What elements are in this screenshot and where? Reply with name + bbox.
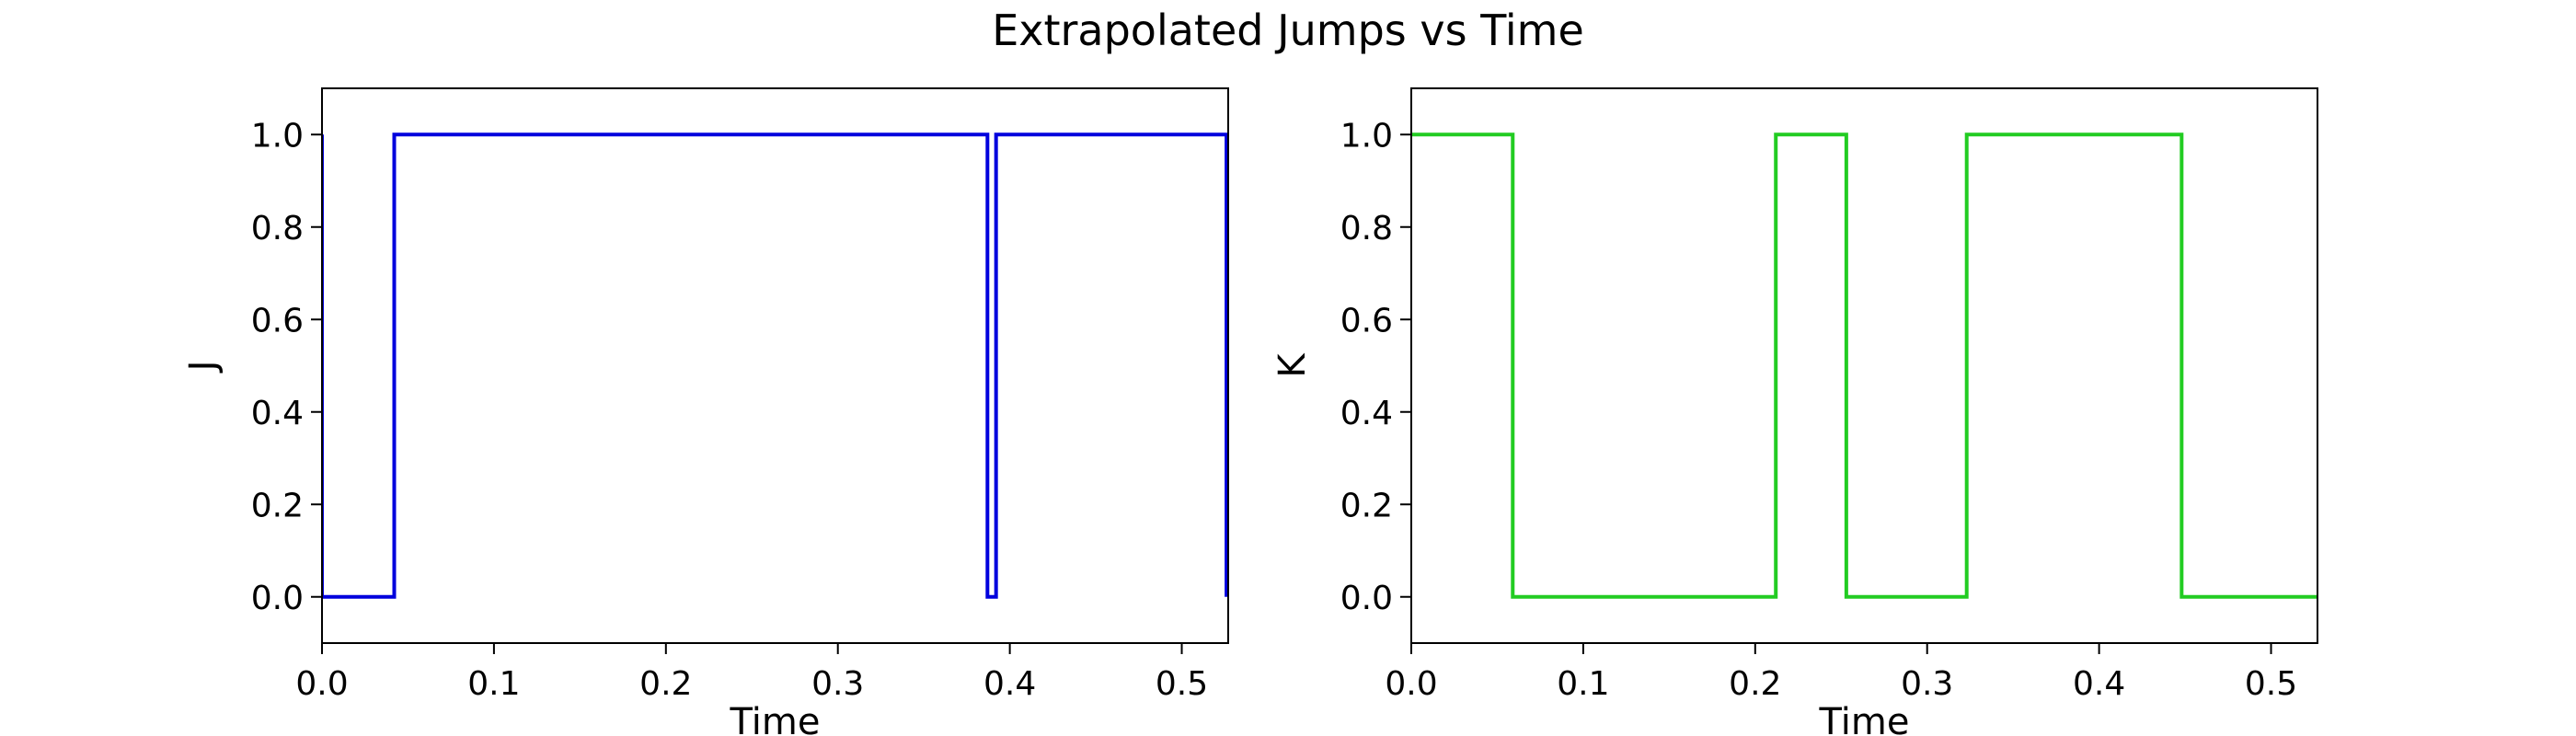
y-tick-label: 0.4 [1340,395,1393,432]
x-axis-label: Time [1819,701,1910,736]
y-tick-label: 0.2 [251,487,304,524]
x-tick-label: 0.1 [467,665,520,703]
y-tick-label: 0.8 [251,210,304,247]
figure-title: Extrapolated Jumps vs Time [992,6,1584,55]
x-tick-label: 0.4 [2073,665,2125,703]
chart-panel-2: 0.0 0.1 0.2 0.3 0.4 0.5 0.0 0.2 0.4 0.6 0.8 1.0 Time… [1271,87,2318,736]
x-tick-label: 0.5 [2245,665,2297,703]
axes-frame [1410,87,2318,644]
y-tick-label: 0.0 [1340,580,1393,617]
series-line-2-1 [1411,132,2317,599]
x-tick-label: 0.2 [1729,665,1781,703]
x-tick-label: 0.4 [983,665,1036,703]
y-tick-label: 0.6 [1340,302,1393,339]
x-tick-label: 0.3 [811,665,864,703]
x-tick-label: 0.2 [639,665,692,703]
y-tick-label: 0.0 [251,580,304,617]
y-tick-label: 0.6 [251,302,304,339]
y-tick-label: 1.0 [1340,117,1393,155]
y-tick-label: 0.8 [1340,210,1393,247]
axes-frame [321,87,1229,644]
x-tick-label: 0.1 [1557,665,1609,703]
x-tick-label: 0.5 [1156,665,1208,703]
y-axis-label: K [1271,352,1314,378]
x-tick-label: 0.0 [1385,665,1437,703]
x-tick-label: 0.0 [295,665,348,703]
y-tick-label: 0.2 [1340,487,1393,524]
y-tick-label: 0.4 [251,395,304,432]
x-axis-label: Time [730,701,821,736]
series-line-1-1 [322,132,1228,599]
y-tick-label: 1.0 [251,117,304,155]
x-tick-label: 0.3 [1901,665,1953,703]
y-axis-label: J [182,361,224,374]
chart-panel-1: 0.0 0.1 0.2 0.3 0.4 0.5 0.0 0.2 0.4 0.6 0.8 1.0 Time… [182,87,1229,736]
